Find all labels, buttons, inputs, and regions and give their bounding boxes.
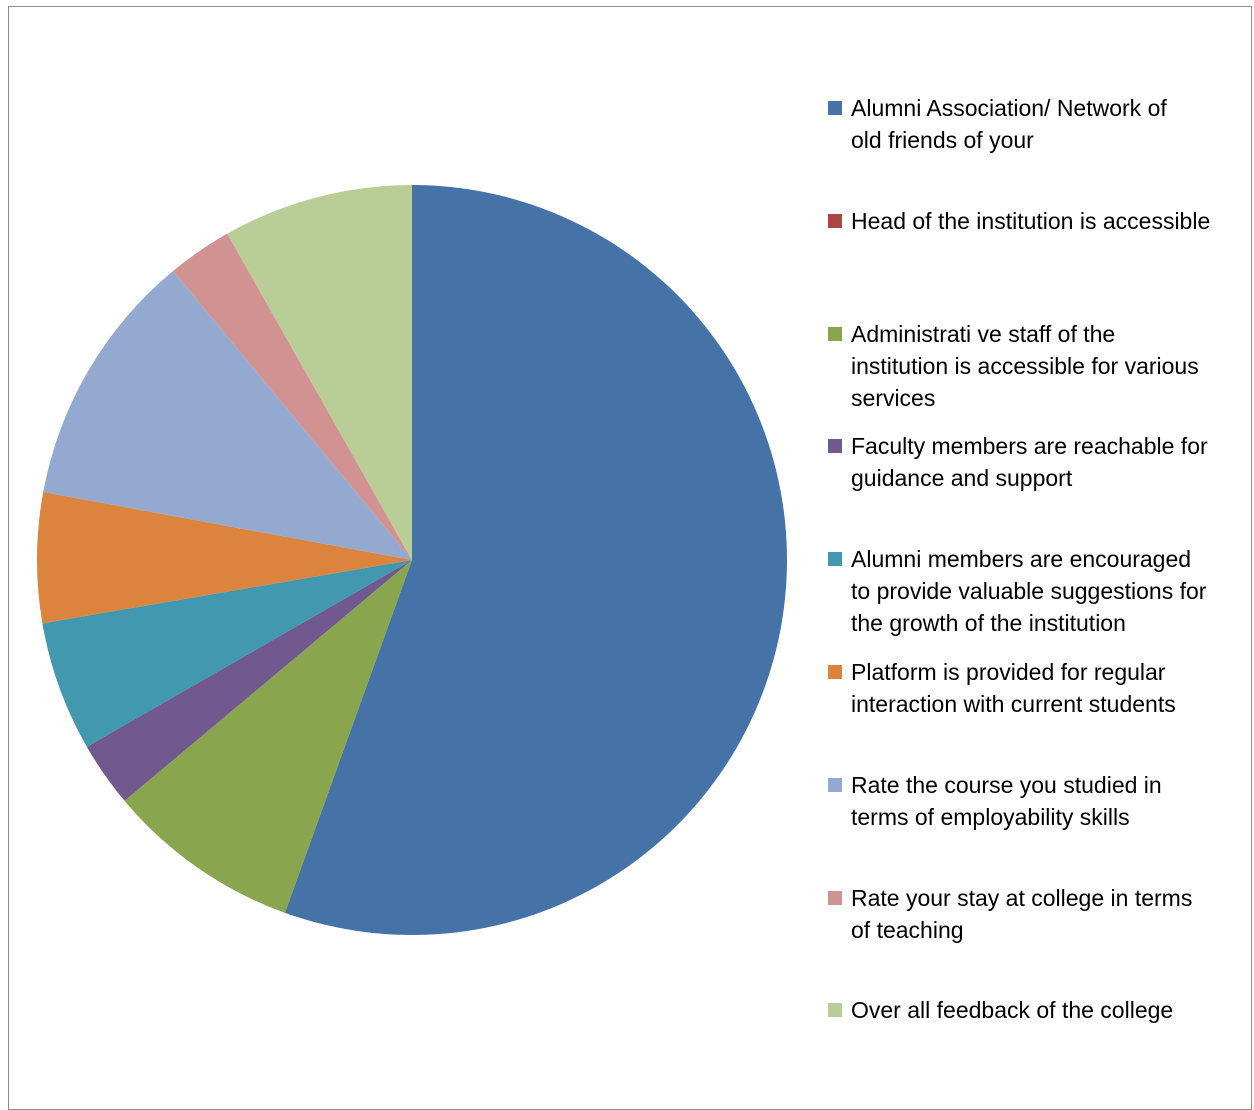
legend-item: Alumni members are encouraged to provide… [828, 543, 1248, 639]
legend-item: Over all feedback of the college [828, 994, 1248, 1026]
legend-swatch [828, 891, 842, 905]
legend-swatch [828, 327, 842, 341]
legend-label: Alumni Association/ Network of old frien… [851, 95, 1167, 153]
legend-label: Administrati ve staff of the institution… [851, 321, 1199, 411]
legend-item: Administrati ve staff of the institution… [828, 318, 1248, 414]
pie-slice-4 [42, 560, 413, 747]
legend-label: Rate the course you studied in terms of … [851, 772, 1162, 830]
legend-item: Head of the institution is accessible [828, 205, 1248, 237]
legend-swatch [828, 439, 842, 453]
legend-swatch [828, 778, 842, 792]
legend-label: Faculty members are reachable for guidan… [851, 433, 1208, 491]
legend-label: Platform is provided for regular interac… [851, 659, 1176, 717]
legend-item: Rate your stay at college in terms of te… [828, 882, 1248, 946]
legend-item: Platform is provided for regular interac… [828, 656, 1248, 720]
legend-label: Over all feedback of the college [851, 997, 1174, 1023]
legend-label: Head of the institution is accessible [851, 208, 1211, 234]
legend-label: Alumni members are encouraged to provide… [851, 546, 1207, 636]
legend-swatch [828, 552, 842, 566]
legend-item: Alumni Association/ Network of old frien… [828, 92, 1248, 156]
legend-item: Rate the course you studied in terms of … [828, 769, 1248, 833]
pie-slice-8 [227, 185, 412, 560]
pie-slice-0 [284, 185, 788, 935]
pie-slice-7 [172, 233, 412, 560]
legend-swatch [828, 101, 842, 115]
pie-slice-2 [124, 560, 412, 913]
pie-slice-5 [36, 492, 412, 624]
pie-slice-3 [86, 560, 413, 801]
legend-swatch [828, 1003, 842, 1017]
legend-swatch [828, 665, 842, 679]
legend-item: Faculty members are reachable for guidan… [828, 430, 1248, 494]
legend-swatch [828, 214, 842, 228]
pie-slice-6 [43, 271, 413, 560]
legend-label: Rate your stay at college in terms of te… [851, 885, 1193, 943]
